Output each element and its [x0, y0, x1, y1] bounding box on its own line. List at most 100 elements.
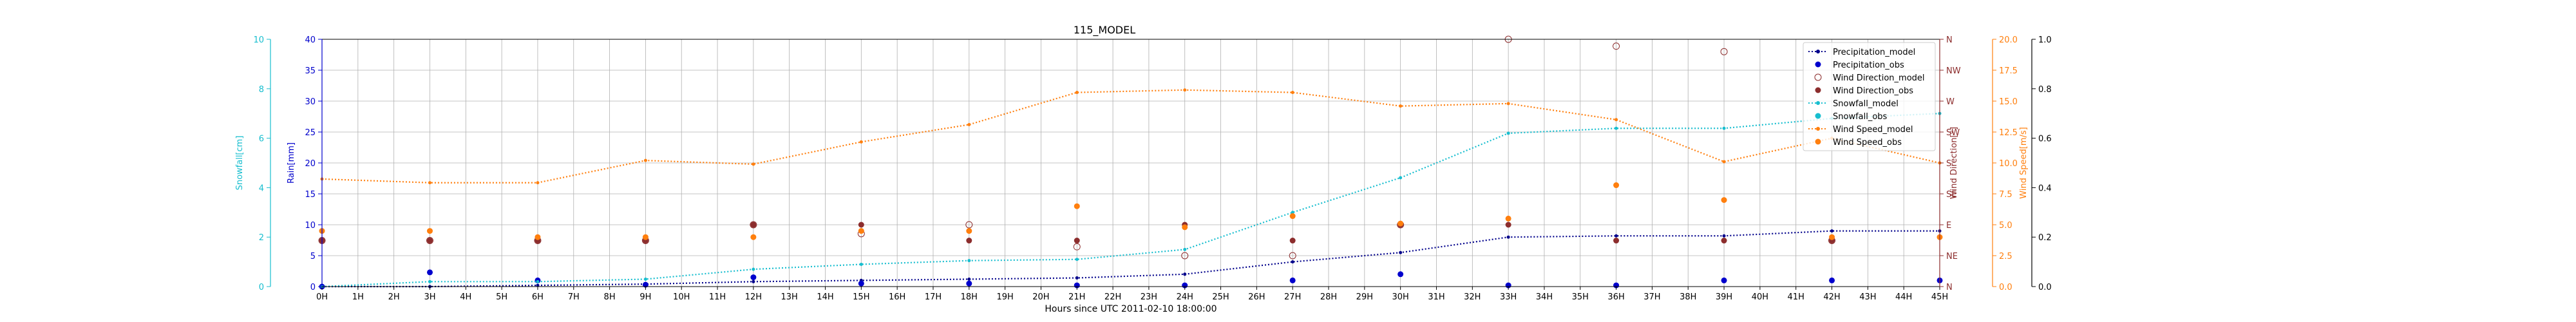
precipitation-model-point — [1399, 251, 1403, 254]
wind-direction-model-point — [965, 221, 973, 229]
chart-title: 115_MODEL — [1074, 24, 1135, 37]
wind-direction-obs-point — [1074, 238, 1080, 244]
wind-speed-obs-point — [1505, 215, 1511, 222]
wind-speed-model-point — [1399, 104, 1403, 108]
legend-marker-wind-direction-model — [1814, 73, 1822, 81]
wind-speed-model-point — [1722, 160, 1726, 164]
x-tick-label: 2H — [388, 292, 400, 302]
x-tick-label: 14H — [817, 292, 833, 302]
x-tick-label: 3H — [424, 292, 435, 302]
snowfall-model-point — [1075, 258, 1079, 261]
x-tick-label: 41H — [1788, 292, 1804, 302]
wind-speed-obs-point — [1721, 197, 1727, 204]
snowfall-model-point — [1615, 126, 1618, 130]
x-tick-label: 42H — [1823, 292, 1840, 302]
x-tick-label: 38H — [1680, 292, 1696, 302]
x-tick-label: 44H — [1895, 292, 1912, 302]
x-tick-label: 16H — [889, 292, 905, 302]
wind-speed-model-line — [321, 89, 1940, 184]
wind-speed-axis: 0.0 2.5 5.0 7.5 10.0 12.5 15.0 17.5 20.0 Wind Spe… — [1992, 35, 2029, 292]
wind-direction-obs-point — [966, 238, 972, 244]
wind-direction-tick-label: NE — [1946, 252, 1958, 261]
precipitation-obs-point — [426, 269, 433, 276]
secondary-tick-label: 1.0 — [2038, 35, 2052, 45]
wind-speed-tick-label: 15.0 — [1999, 97, 2018, 107]
rain-tick-label: 5 — [310, 252, 316, 261]
wind-speed-tick-label: 7.5 — [1999, 190, 2012, 200]
wind-speed-tick-label: 2.5 — [1999, 252, 2012, 261]
wind-direction-tick-label: NW — [1946, 66, 1961, 76]
x-tick-label: 1H — [352, 292, 364, 302]
precipitation-model-point — [1615, 234, 1618, 238]
x-tick-label: 43H — [1859, 292, 1876, 302]
wind-speed-tick-label: 10.0 — [1999, 159, 2018, 169]
precipitation-obs-series — [319, 269, 1943, 290]
legend-marker-wind-speed-model — [1816, 127, 1820, 131]
wind-direction-axis: N NE E SE S SW W NW N Wind Direction[°] — [1939, 35, 1961, 292]
x-tick-label: 21H — [1068, 292, 1085, 302]
legend-label-wind-speed-model: Wind Speed_model — [1833, 125, 1913, 135]
snowfall-model-point — [859, 262, 863, 266]
precipitation-obs-point — [1397, 271, 1404, 278]
legend-label-wind-speed-obs: Wind Speed_obs — [1833, 138, 1902, 147]
x-tick-label: 24H — [1177, 292, 1193, 302]
wind-speed-obs-point — [966, 228, 972, 234]
wind-speed-model-point — [1075, 91, 1079, 95]
precipitation-obs-point — [1829, 277, 1835, 283]
precipitation-obs-point — [858, 280, 864, 287]
rain-axis-label: Rain[mm] — [287, 142, 296, 184]
snowfall-tick-label: 2 — [259, 233, 264, 243]
x-tick-label: 20H — [1032, 292, 1049, 302]
precipitation-obs-point — [642, 281, 649, 288]
wind-direction-model-point — [1073, 243, 1081, 251]
snowfall-tick-label: 6 — [259, 135, 264, 144]
legend-marker-snowfall-obs — [1815, 113, 1821, 119]
x-tick-label: 40H — [1752, 292, 1768, 302]
x-tick-label: 8H — [604, 292, 616, 302]
wind-direction-obs-point — [858, 222, 864, 228]
x-tick-label: 31H — [1428, 292, 1444, 302]
snowfall-model-point — [536, 279, 540, 283]
secondary-unlabeled-axis: 0.0 0.2 0.4 0.6 0.8 1.0 — [2031, 35, 2052, 292]
snowfall-model-point — [1291, 211, 1294, 214]
x-tick-label: 10H — [673, 292, 690, 302]
precipitation-model-point — [1075, 276, 1079, 280]
wind-speed-obs-point — [858, 228, 864, 234]
wind-direction-tick-label: N — [1946, 283, 1953, 292]
rain-axis: 0 5 10 15 20 25 30 35 40 Rain[mm] — [287, 35, 323, 292]
wind-speed-obs-point — [1397, 220, 1404, 227]
legend-label-precipitation-model: Precipitation_model — [1833, 48, 1915, 57]
wind-direction-obs-point — [1505, 222, 1511, 228]
secondary-tick-label: 0.6 — [2038, 135, 2052, 144]
wind-speed-tick-label: 0.0 — [1999, 283, 2012, 292]
wind-direction-obs-point — [750, 222, 757, 228]
x-axis-label: Hours since UTC 2011-02-10 18:00:00 — [1045, 304, 1217, 314]
secondary-tick-label: 0.8 — [2038, 85, 2052, 95]
wind-speed-tick-label: 5.0 — [1999, 221, 2012, 231]
legend-marker-precipitation-model — [1816, 50, 1820, 53]
x-tick-label: 33H — [1500, 292, 1517, 302]
x-tick-label: 28H — [1320, 292, 1337, 302]
x-tick-label: 35H — [1572, 292, 1589, 302]
legend-marker-wind-direction-obs — [1815, 87, 1821, 93]
precipitation-model-point — [752, 279, 755, 283]
rain-tick-label: 10 — [305, 221, 316, 231]
wind-speed-obs-point — [642, 234, 649, 240]
snowfall-tick-label: 10 — [253, 35, 264, 45]
x-tick-label: 19H — [996, 292, 1013, 302]
legend-box — [1803, 42, 1936, 151]
x-tick-label: 39H — [1716, 292, 1732, 302]
wind-direction-tick-label: SE — [1946, 190, 1956, 200]
wind-direction-obs-point — [1613, 238, 1620, 244]
wind-direction-tick-label: S — [1946, 159, 1951, 169]
wind-speed-model-point — [643, 158, 647, 162]
x-axis: 0H 1H 2H 3H 4H 5H 6H 7H 8H 9H 10H 11H 12H 13H 14H 15H 16… — [316, 287, 1948, 302]
x-tick-label: 22H — [1104, 292, 1121, 302]
wind-speed-obs-point — [535, 234, 541, 240]
rain-tick-label: 20 — [305, 159, 316, 169]
wind-direction-model-point — [1720, 48, 1728, 55]
x-tick-label: 11H — [709, 292, 726, 302]
rain-tick-label: 30 — [305, 97, 316, 107]
snowfall-model-point — [1399, 176, 1403, 180]
